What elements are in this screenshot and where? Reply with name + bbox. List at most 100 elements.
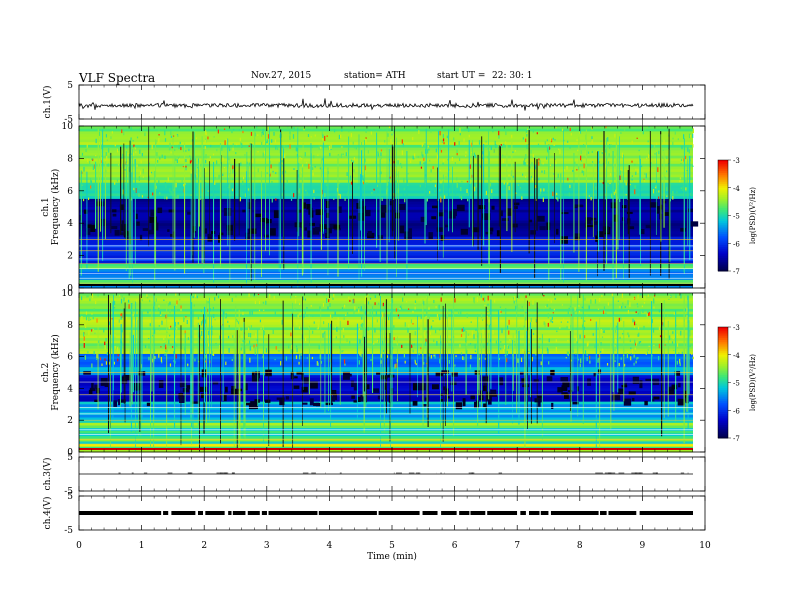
- ch2-spectrogram-dark-patch: [285, 396, 290, 400]
- ch2-spectrogram-speckle: [158, 353, 160, 358]
- ch2-spectrogram-speckle: [123, 297, 125, 302]
- ch2-spectrogram-speckle: [347, 312, 349, 315]
- ch1-spectrogram-speckle: [125, 182, 127, 186]
- ch4-waveform-trace-gap: [419, 510, 423, 516]
- ch2-spectrogram-dark-patch: [537, 395, 542, 399]
- ch2-spectrogram-colorbar-cell: [718, 432, 728, 435]
- ch1-spectrogram-speckle: [577, 149, 579, 152]
- ch1-spectrogram-colorbar-cell: [718, 252, 728, 255]
- ch2-spectrogram-speckle: [601, 336, 604, 338]
- ch2-spectrogram-speckle: [140, 296, 142, 299]
- ch1-spectrogram-dark-patch: [555, 228, 559, 235]
- ch2-spectrogram-speckle: [392, 346, 394, 350]
- ch2-spectrogram-speckle: [635, 360, 637, 364]
- ch1-spectrogram-speckle: [629, 183, 631, 186]
- ch1-spectrogram-speckle: [412, 155, 414, 160]
- ch1-spectrogram-speckle: [422, 164, 424, 166]
- ch1-spectrogram-dark-patch: [337, 206, 342, 213]
- ch2-spectrogram-speckle: [89, 298, 91, 302]
- ch1-spectrogram-dark-patch: [621, 205, 627, 209]
- ch1-spectrogram-dark-patch: [85, 227, 91, 235]
- ch1-spectrogram-speckle: [158, 134, 160, 136]
- ch2-spectrogram-speckle: [647, 312, 650, 317]
- ch1-spectrogram-speckle: [333, 198, 335, 201]
- ch1-spectrogram-speckle: [83, 166, 85, 172]
- ch2-spectrogram-dark-patch: [351, 380, 354, 387]
- ch1-spectrogram-speckle: [526, 163, 528, 165]
- ch2-spectrogram-dark-patch: [491, 394, 497, 397]
- ch2-spectrogram-dark-patch: [677, 398, 685, 406]
- ch2-spectrogram-speckle: [146, 294, 148, 297]
- ch1-spectrogram-speckle: [432, 166, 434, 170]
- ch1-spectrogram-speckle: [251, 158, 253, 163]
- ch1-spectrogram-speckle: [618, 180, 620, 186]
- ch2-spectrogram-ytick-label: 0: [67, 448, 73, 458]
- ch2-spectrogram-speckle: [411, 344, 413, 348]
- ch1-spectrogram-speckle: [159, 156, 161, 160]
- ch1-spectrogram-speckle: [623, 193, 625, 197]
- ch1-spectrogram-speckle: [539, 159, 541, 164]
- ch2-spectrogram-speckle: [108, 321, 110, 326]
- ch1-spectrogram-speckle: [130, 137, 132, 140]
- ch1-spectrogram-speckle: [272, 170, 274, 173]
- ch2-spectrogram-speckle: [673, 312, 676, 315]
- ch1-spectrogram-speckle: [353, 157, 356, 161]
- ch1-spectrogram-speckle: [249, 143, 251, 145]
- ch1-spectrogram-speckle: [176, 134, 179, 136]
- ch2-spectrogram-ylabel2: Frequency (kHz): [50, 334, 61, 411]
- ch1-spectrogram-speckle: [248, 162, 250, 166]
- ch2-spectrogram-speckle: [500, 310, 502, 313]
- ch4-waveform-trace-gap: [438, 510, 442, 516]
- ch1-spectrogram-speckle: [111, 131, 113, 134]
- ch2-spectrogram-speckle: [329, 314, 332, 319]
- ch2-spectrogram-speckle: [420, 314, 422, 319]
- ch2-spectrogram-speckle: [521, 305, 523, 309]
- ch1-spectrogram-speckle: [447, 172, 449, 177]
- ch2-spectrogram-band: [79, 430, 693, 434]
- ch2-spectrogram-speckle: [432, 319, 434, 322]
- ch2-spectrogram-speckle: [295, 295, 297, 298]
- ch2-spectrogram-speckle: [231, 359, 233, 362]
- ch1-spectrogram-speckle: [328, 145, 331, 150]
- ch2-spectrogram-speckle: [164, 353, 166, 356]
- ch1-spectrogram-speckle: [209, 156, 211, 159]
- ch2-spectrogram-dark-patch: [356, 396, 361, 402]
- ch1-spectrogram-speckle: [524, 157, 526, 161]
- ch1-spectrogram-speckle: [136, 164, 138, 168]
- station-label: station= ATH: [344, 71, 406, 81]
- ch1-spectrogram-speckle: [170, 191, 172, 195]
- ch1-spectrogram-speckle: [538, 158, 540, 161]
- ch1-spectrogram-colorbar-cell: [718, 172, 728, 176]
- ch2-spectrogram-speckle: [580, 352, 582, 354]
- ch2-spectrogram-speckle: [175, 293, 177, 296]
- ch1-spectrogram-speckle: [370, 131, 372, 135]
- ch2-spectrogram-speckle: [168, 303, 170, 307]
- ch2-spectrogram-speckle: [640, 293, 642, 296]
- ch2-spectrogram-speckle: [165, 350, 167, 352]
- ch1-spectrogram-speckle: [538, 177, 540, 181]
- ch1-spectrogram-speckle: [271, 181, 273, 183]
- ch1-spectrogram-speckle: [205, 159, 207, 164]
- ch1-spectrogram-speckle: [532, 154, 534, 158]
- ch1-spectrogram-speckle: [451, 157, 453, 162]
- ch1-spectrogram-dark-patch: [167, 229, 170, 232]
- ch1-spectrogram-speckle: [459, 127, 461, 133]
- ch2-spectrogram-speckle: [489, 339, 491, 342]
- ch2-spectrogram-colorbar-cell: [718, 367, 728, 371]
- ch1-spectrogram-speckle: [320, 146, 322, 149]
- ch1-spectrogram-speckle: [248, 145, 250, 147]
- ch2-spectrogram-speckle: [662, 322, 664, 327]
- ch1-spectrogram-speckle: [423, 162, 425, 164]
- ch1-spectrogram-speckle: [373, 188, 375, 191]
- ch1-spectrogram-speckle: [523, 160, 525, 165]
- ch2-spectrogram-speckle: [506, 358, 508, 363]
- ch2-spectrogram-speckle: [500, 340, 502, 343]
- ch2-spectrogram-speckle: [598, 297, 601, 302]
- ch1-spectrogram-speckle: [91, 158, 93, 161]
- ch1-spectrogram-speckle: [257, 151, 259, 153]
- ch2-spectrogram-speckle: [290, 349, 292, 354]
- ch1-spectrogram-speckle: [434, 184, 436, 188]
- ch1-spectrogram-speckle: [307, 134, 310, 137]
- ch2-spectrogram-colorbar-cell: [718, 351, 728, 354]
- ch1-spectrogram-speckle: [631, 140, 633, 144]
